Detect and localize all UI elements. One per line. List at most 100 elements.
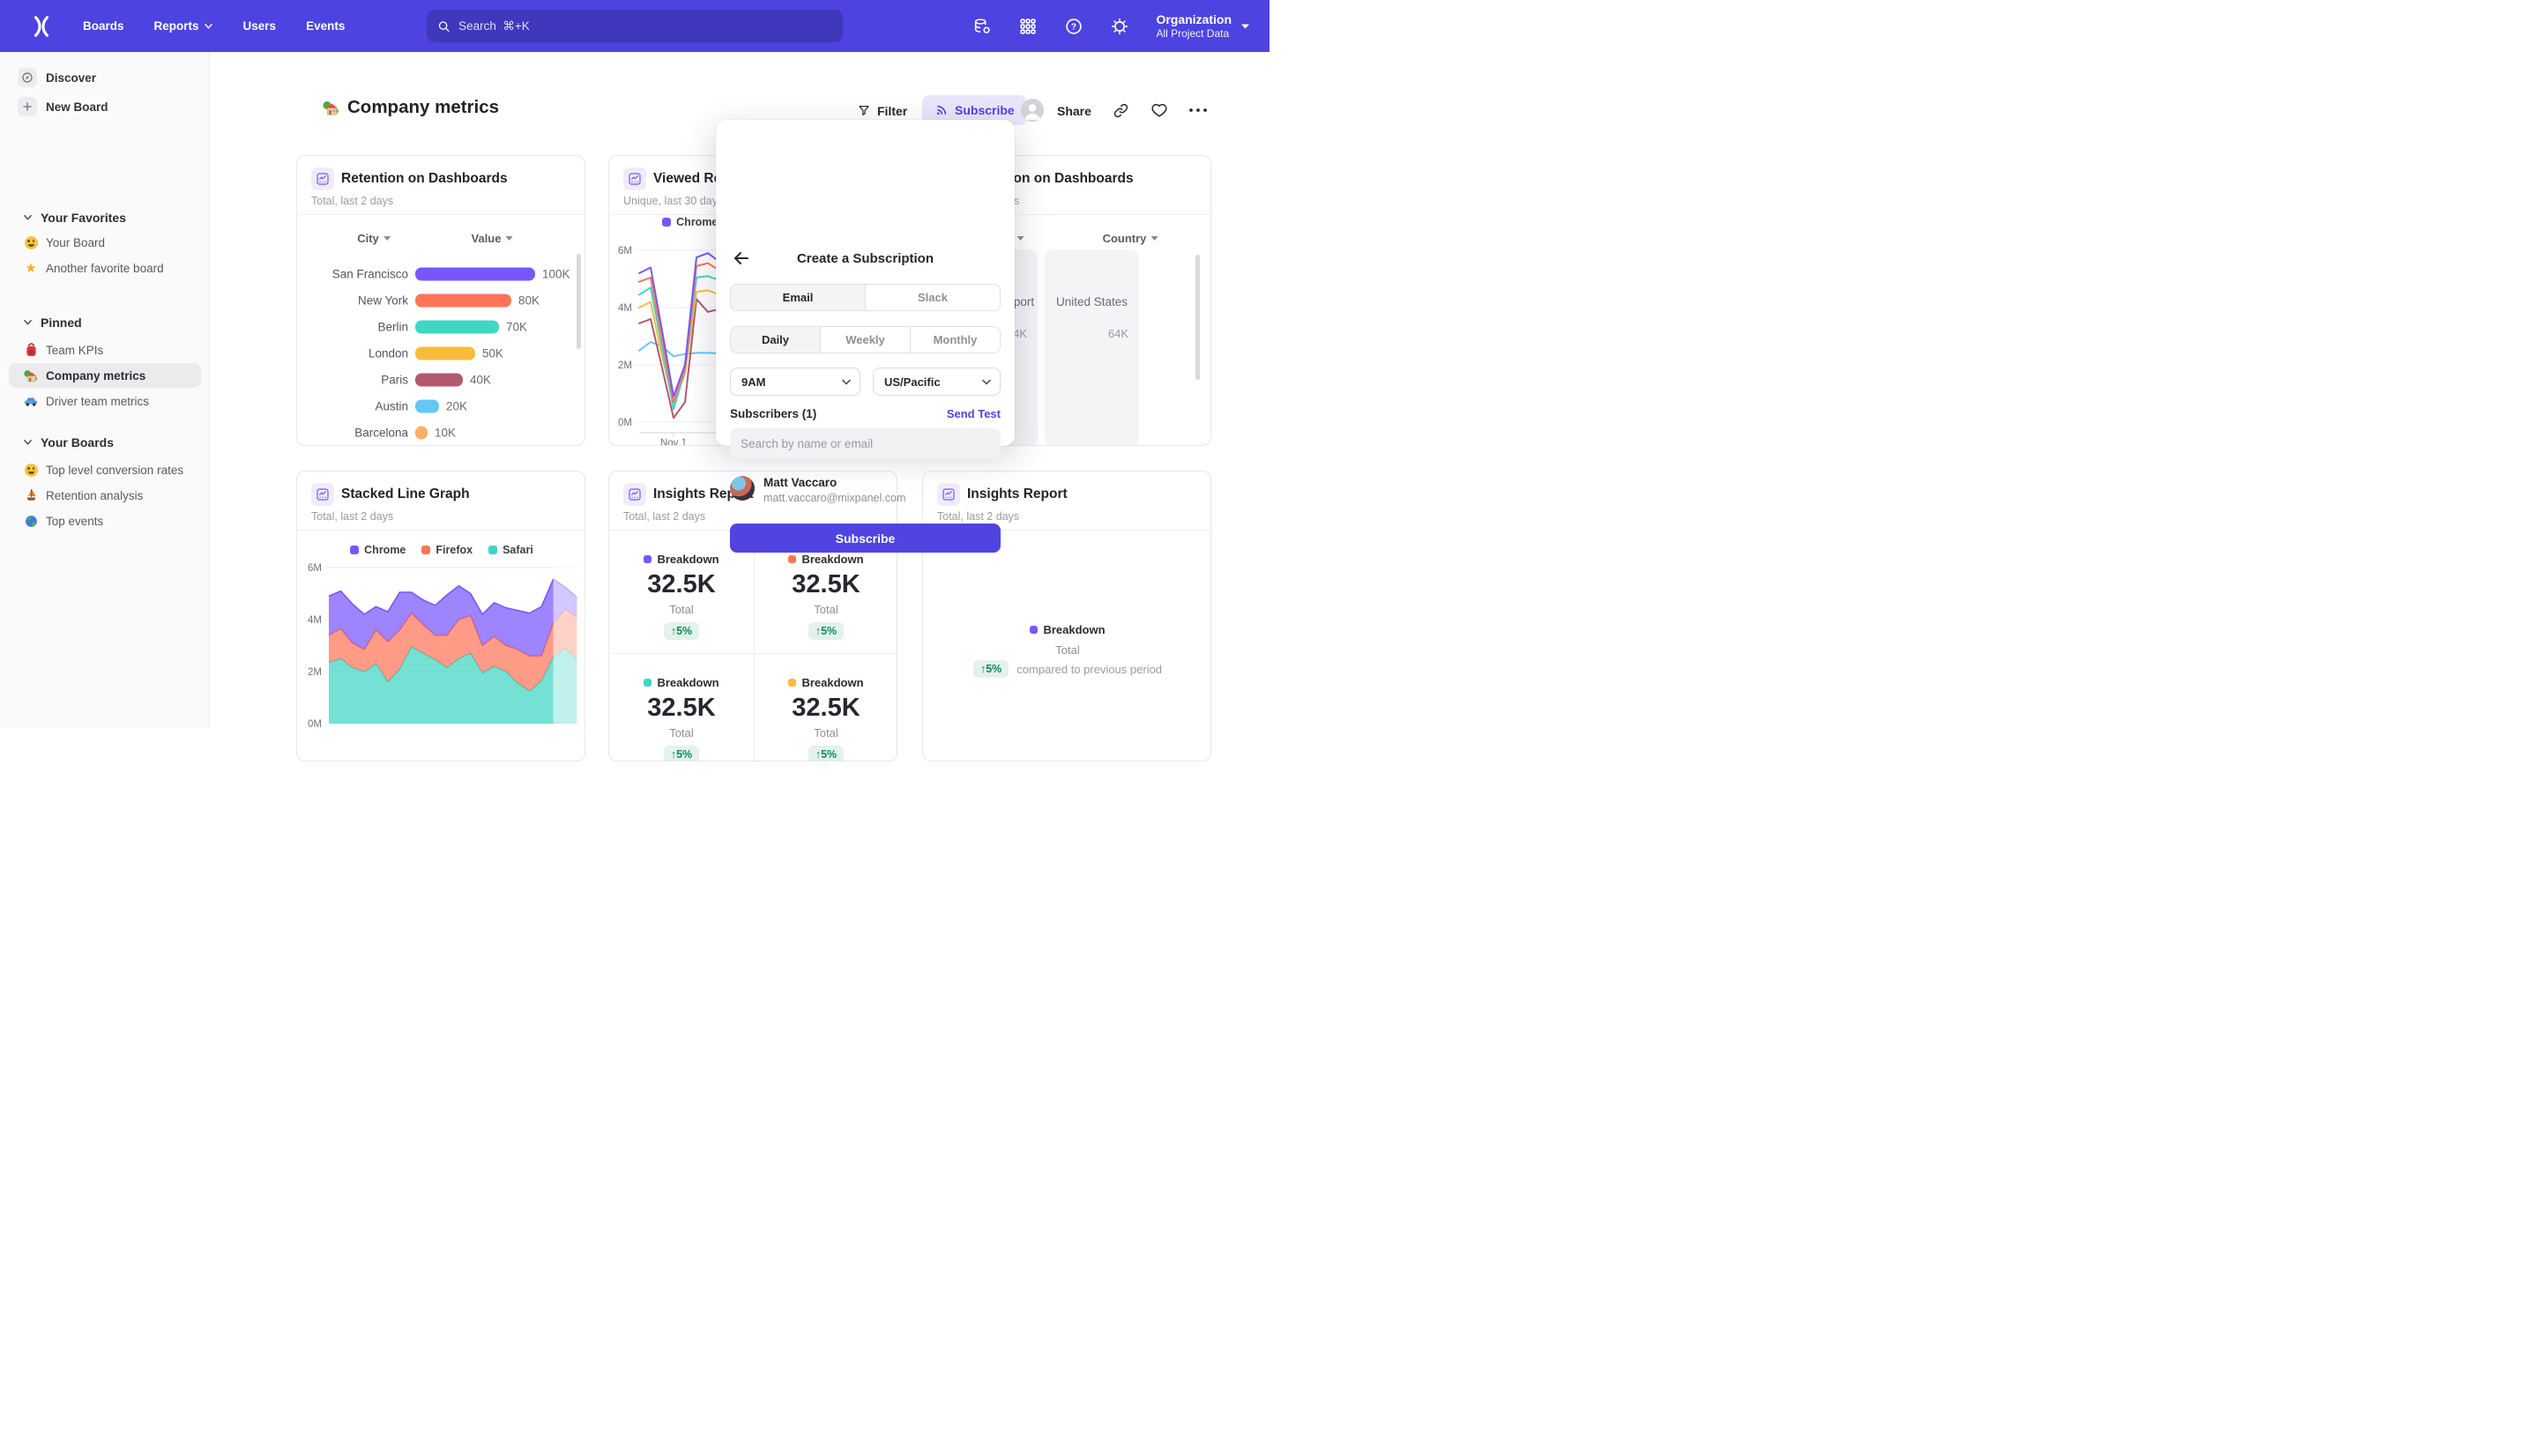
legend-item-firefox[interactable]: Firefox [421,544,473,556]
rss-icon [936,105,947,115]
settings-icon[interactable] [1110,17,1129,36]
org-project: All Project Data [1156,26,1230,40]
modal-subscribe-button[interactable]: Subscribe [730,524,1001,553]
tile-legend-label: Breakdown [801,553,864,566]
person-icon [1024,103,1041,120]
column-header-label: Value [471,232,502,245]
report-chart-icon [311,483,334,506]
svg-text:4M: 4M [308,615,322,626]
sidebar-section-your-boards[interactable]: Your Boards [0,431,210,454]
user-avatar[interactable] [1021,99,1044,122]
subscribers-count-label: Subscribers (1) [730,407,817,420]
report-title: Insights Report [653,487,754,501]
legend-label: Safari [503,544,533,556]
legend-item-chrome[interactable]: Chrome [350,544,406,556]
help-icon[interactable]: ? [1064,17,1083,36]
plus-icon [18,97,37,116]
mixpanel-logo[interactable] [30,15,53,38]
nav-item-events[interactable]: Events [306,19,345,33]
sidebar-discover[interactable]: Discover [0,66,210,89]
sidebar-item-another-favorite-board[interactable]: ★ Another favorite board [0,256,210,279]
sidebar-item-label: Your Board [46,235,106,249]
card-insights-report-single: Insights Report Total, last 2 days Breakdo… [922,471,1211,761]
timezone-select[interactable]: US/Pacific [873,368,1001,396]
sailboat-emoji-icon [23,488,39,502]
search-bar[interactable] [427,10,843,42]
card-stacked-line-graph: Stacked Line Graph Total, last 2 days Chro… [296,471,585,761]
report-chart-icon [623,167,646,190]
bar-row-value: 100K [542,267,570,281]
nav-item-reports[interactable]: Reports [154,19,213,33]
bar-row-label: Berlin [377,320,408,334]
back-arrow-icon[interactable] [733,252,748,264]
chevron-down-icon [982,379,991,385]
svg-text:6M: 6M [308,563,322,574]
column-header-city[interactable]: City [357,232,391,245]
share-button[interactable]: Share [1057,100,1091,123]
report-title: Insights Report [967,487,1068,501]
sidebar-item-top-events[interactable]: Top events [0,509,210,532]
tile-breakdown-legend[interactable]: Breakdown [754,676,897,689]
column-header-value[interactable]: Value [472,232,513,245]
channel-tab-slack[interactable]: Slack [918,291,948,304]
filter-button[interactable]: Filter [857,100,907,123]
tile-breakdown-legend[interactable]: Breakdown [609,676,754,689]
bar-row-value: 40K [470,373,492,387]
frequency-tab-monthly[interactable]: Monthly [933,333,978,346]
tile-metric-sub: Total [814,726,838,739]
nav-item-boards[interactable]: Boards [83,19,124,33]
org-caret-icon [1241,24,1249,28]
search-input[interactable] [458,19,832,33]
data-pipelines-icon[interactable] [972,17,992,36]
column-header-country[interactable]: Country [1103,232,1158,245]
legend-label: Chrome [364,544,406,556]
sidebar-item-driver-team-metrics[interactable]: Driver team metrics [0,390,210,412]
tile-breakdown-legend[interactable]: Breakdown [754,553,897,566]
sidebar-item-team-kpis[interactable]: Team KPIs [0,338,210,361]
smiley-emoji-icon [23,235,39,249]
nav-item-label: Reports [153,19,199,33]
card-scrollbar[interactable] [1195,255,1200,380]
share-label: Share [1057,104,1091,118]
sidebar-section-your-favorites[interactable]: Your Favorites [0,206,210,229]
bar-row-label: San Francisco [331,267,408,281]
nav-item-users[interactable]: Users [243,19,277,33]
sidebar-item-retention-analysis[interactable]: Retention analysis [0,484,210,507]
more-options-icon[interactable] [1188,107,1208,114]
legend-item-chrome[interactable]: Chrome [662,216,718,228]
card-divider [923,530,1210,531]
legend-swatch [788,679,797,687]
compass-icon [18,68,37,87]
sidebar-new-board[interactable]: New Board [0,95,210,118]
sidebar-item-top-level-conversion-rates[interactable]: Top level conversion rates [0,458,210,481]
cell-value: 64K [1107,327,1128,340]
apps-grid-icon[interactable] [1018,17,1038,36]
legend-item-safari[interactable]: Safari [488,544,533,556]
sidebar-item-label: Team KPIs [46,343,104,357]
sidebar-item-company-metrics[interactable]: Company metrics [0,364,210,387]
tile-breakdown-legend[interactable]: Breakdown [923,623,1210,636]
frequency-tab-daily[interactable]: Daily [731,327,821,353]
subscriber-search-input[interactable] [730,428,1001,458]
search-icon [438,20,450,32]
tile-breakdown-legend[interactable]: Breakdown [609,553,754,566]
favorite-heart-icon[interactable] [1150,101,1168,119]
sidebar-section-pinned[interactable]: Pinned [0,311,210,334]
legend-swatch [421,546,431,554]
bar-row-label: Paris [381,373,408,387]
channel-tab-email[interactable]: Email [731,285,866,310]
time-select[interactable]: 9AM [730,368,860,396]
send-test-link[interactable]: Send Test [946,407,1001,420]
legend-swatch [350,546,360,554]
report-chart-icon [623,483,646,506]
frequency-tab-weekly[interactable]: Weekly [821,327,911,353]
copy-link-icon[interactable] [1113,102,1129,119]
card-scrollbar[interactable] [577,254,581,349]
column-header-label: City [357,232,379,245]
filter-label: Filter [877,104,908,118]
nav-right-cluster: ? Organization All Project Data [972,0,1270,52]
org-switcher[interactable]: Organization All Project Data [1156,12,1250,41]
stacked-area-chart: 6M 4M 2M 0M [297,558,584,761]
sidebar-item-your-board[interactable]: Your Board [0,231,210,254]
card-divider [297,530,584,531]
